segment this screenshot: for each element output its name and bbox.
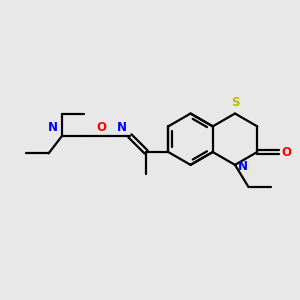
Text: O: O [281, 146, 292, 158]
Text: S: S [231, 97, 240, 110]
Text: N: N [238, 160, 248, 173]
Text: N: N [117, 122, 127, 134]
Text: O: O [96, 122, 106, 134]
Text: N: N [48, 122, 58, 134]
